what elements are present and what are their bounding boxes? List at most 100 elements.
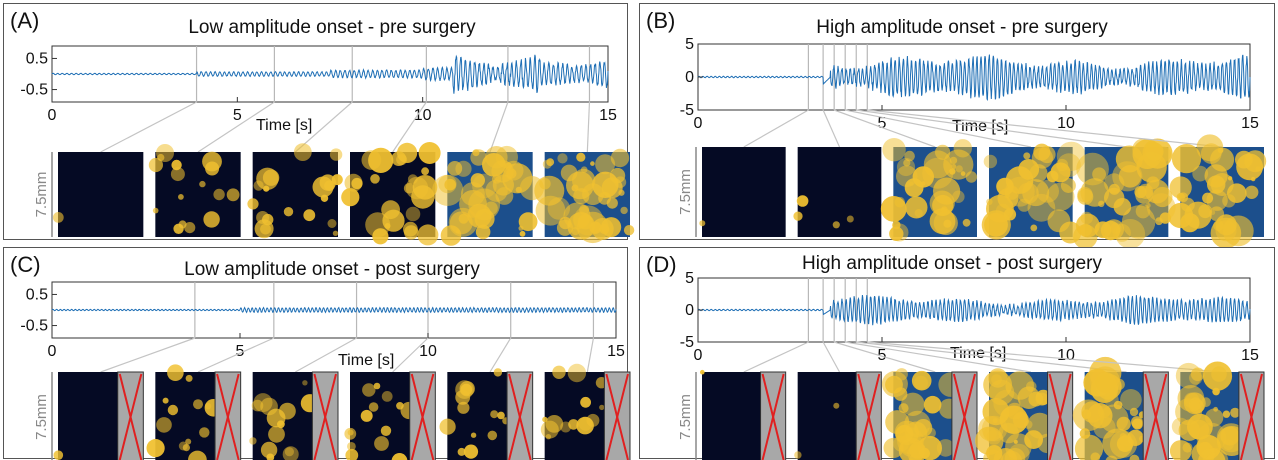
signal-trace bbox=[52, 55, 608, 94]
activity-blob bbox=[285, 447, 294, 456]
activity-blob bbox=[1048, 209, 1071, 232]
x-tick-label: 0 bbox=[48, 107, 57, 124]
activity-blob bbox=[362, 383, 375, 396]
activity-blob bbox=[473, 149, 480, 156]
activity-blob bbox=[199, 427, 209, 437]
snapshot-connector bbox=[823, 110, 839, 147]
activity-blob bbox=[227, 188, 240, 201]
snapshot-image bbox=[53, 152, 143, 237]
activity-blob bbox=[1093, 417, 1115, 439]
activity-blob bbox=[794, 451, 801, 458]
x-tick-label: 5 bbox=[233, 107, 242, 124]
activity-blob bbox=[193, 399, 203, 409]
activity-blob bbox=[345, 174, 363, 192]
activity-blob bbox=[1199, 446, 1211, 458]
activity-blob bbox=[361, 410, 373, 422]
activity-blob bbox=[406, 207, 421, 222]
snapshot-connector bbox=[823, 342, 839, 372]
activity-blob bbox=[260, 224, 271, 235]
activity-blob bbox=[1134, 186, 1146, 198]
activity-blob bbox=[1210, 148, 1234, 172]
activity-blob bbox=[485, 180, 507, 202]
activity-blob bbox=[1120, 389, 1142, 411]
activity-blob bbox=[147, 439, 165, 457]
activity-blob bbox=[490, 410, 498, 418]
snapshot-image bbox=[793, 147, 881, 237]
activity-blob bbox=[833, 403, 839, 409]
snapshot-image bbox=[700, 370, 786, 460]
activity-blob bbox=[1213, 407, 1218, 412]
activity-blob bbox=[347, 442, 356, 451]
activity-blob bbox=[178, 194, 184, 200]
snapshot-image bbox=[975, 368, 1073, 460]
panel-a: (A) Low amplitude onset - pre surgery 0.… bbox=[3, 3, 628, 240]
snapshot-image bbox=[344, 372, 435, 460]
activity-blob bbox=[302, 380, 307, 385]
activity-blob bbox=[601, 217, 621, 237]
activity-blob bbox=[1119, 165, 1142, 188]
activity-blob bbox=[381, 426, 391, 436]
activity-blob bbox=[700, 370, 705, 375]
snapshot-image bbox=[440, 368, 533, 460]
x-tick-label: 15 bbox=[1241, 347, 1259, 364]
x-tick-label: 10 bbox=[419, 343, 437, 360]
activity-blob bbox=[438, 175, 456, 193]
activity-blob bbox=[471, 173, 485, 187]
activity-blob bbox=[1175, 398, 1202, 425]
activity-blob bbox=[925, 428, 936, 439]
activity-blob bbox=[471, 433, 476, 438]
activity-blob bbox=[421, 167, 429, 175]
y-tick-label: -0.5 bbox=[20, 318, 48, 335]
snapshot-image bbox=[341, 142, 440, 245]
activity-blob bbox=[961, 171, 966, 176]
activity-blob bbox=[1211, 173, 1234, 196]
activity-blob bbox=[580, 397, 591, 408]
activity-blob bbox=[1145, 180, 1169, 204]
activity-blob bbox=[249, 437, 256, 444]
snapshot-background bbox=[702, 372, 761, 460]
activity-blob bbox=[1192, 166, 1208, 182]
snapshot-connector bbox=[744, 342, 809, 372]
activity-blob bbox=[396, 154, 407, 165]
activity-blob bbox=[1005, 433, 1032, 460]
snapshot-connector bbox=[587, 102, 589, 152]
scale-bar-label: 7.5mm bbox=[677, 169, 694, 215]
activity-blob bbox=[932, 195, 953, 216]
activity-blob bbox=[1114, 198, 1132, 216]
activity-blob bbox=[519, 226, 524, 231]
activity-blob bbox=[263, 170, 279, 186]
x-tick-label: 0 bbox=[694, 347, 703, 364]
snapshot-background bbox=[58, 372, 118, 460]
activity-blob bbox=[455, 161, 471, 177]
activity-blob bbox=[382, 391, 393, 402]
activity-blob bbox=[536, 196, 566, 226]
activity-blob bbox=[247, 198, 258, 209]
snapshot-image bbox=[699, 147, 785, 237]
scale-bar-label: 7.5mm bbox=[33, 394, 50, 440]
activity-blob bbox=[362, 150, 382, 170]
activity-blob bbox=[294, 143, 312, 161]
snapshot-image bbox=[432, 146, 544, 246]
panel-d: (D) High amplitude onset - post surgery … bbox=[639, 247, 1275, 459]
snapshot-connector bbox=[587, 338, 593, 372]
snapshot-image bbox=[247, 143, 342, 238]
activity-blob bbox=[1081, 178, 1110, 207]
snapshot-image bbox=[1073, 139, 1176, 249]
y-tick-label: -0.5 bbox=[20, 82, 48, 99]
activity-blob bbox=[896, 368, 908, 380]
activity-blob bbox=[954, 139, 972, 157]
activity-blob bbox=[984, 155, 997, 168]
activity-blob bbox=[935, 145, 950, 160]
x-tick-label: 15 bbox=[599, 107, 617, 124]
snapshot-image bbox=[881, 138, 977, 242]
activity-blob bbox=[1036, 393, 1049, 406]
x-tick-label: 15 bbox=[607, 343, 625, 360]
snapshot-image bbox=[54, 372, 144, 460]
activity-blob bbox=[440, 419, 456, 435]
signal-trace bbox=[698, 55, 1250, 100]
activity-blob bbox=[1245, 186, 1258, 199]
activity-blob bbox=[267, 409, 286, 428]
activity-blob bbox=[546, 158, 554, 166]
x-axis-label: Time [s] bbox=[256, 117, 312, 134]
